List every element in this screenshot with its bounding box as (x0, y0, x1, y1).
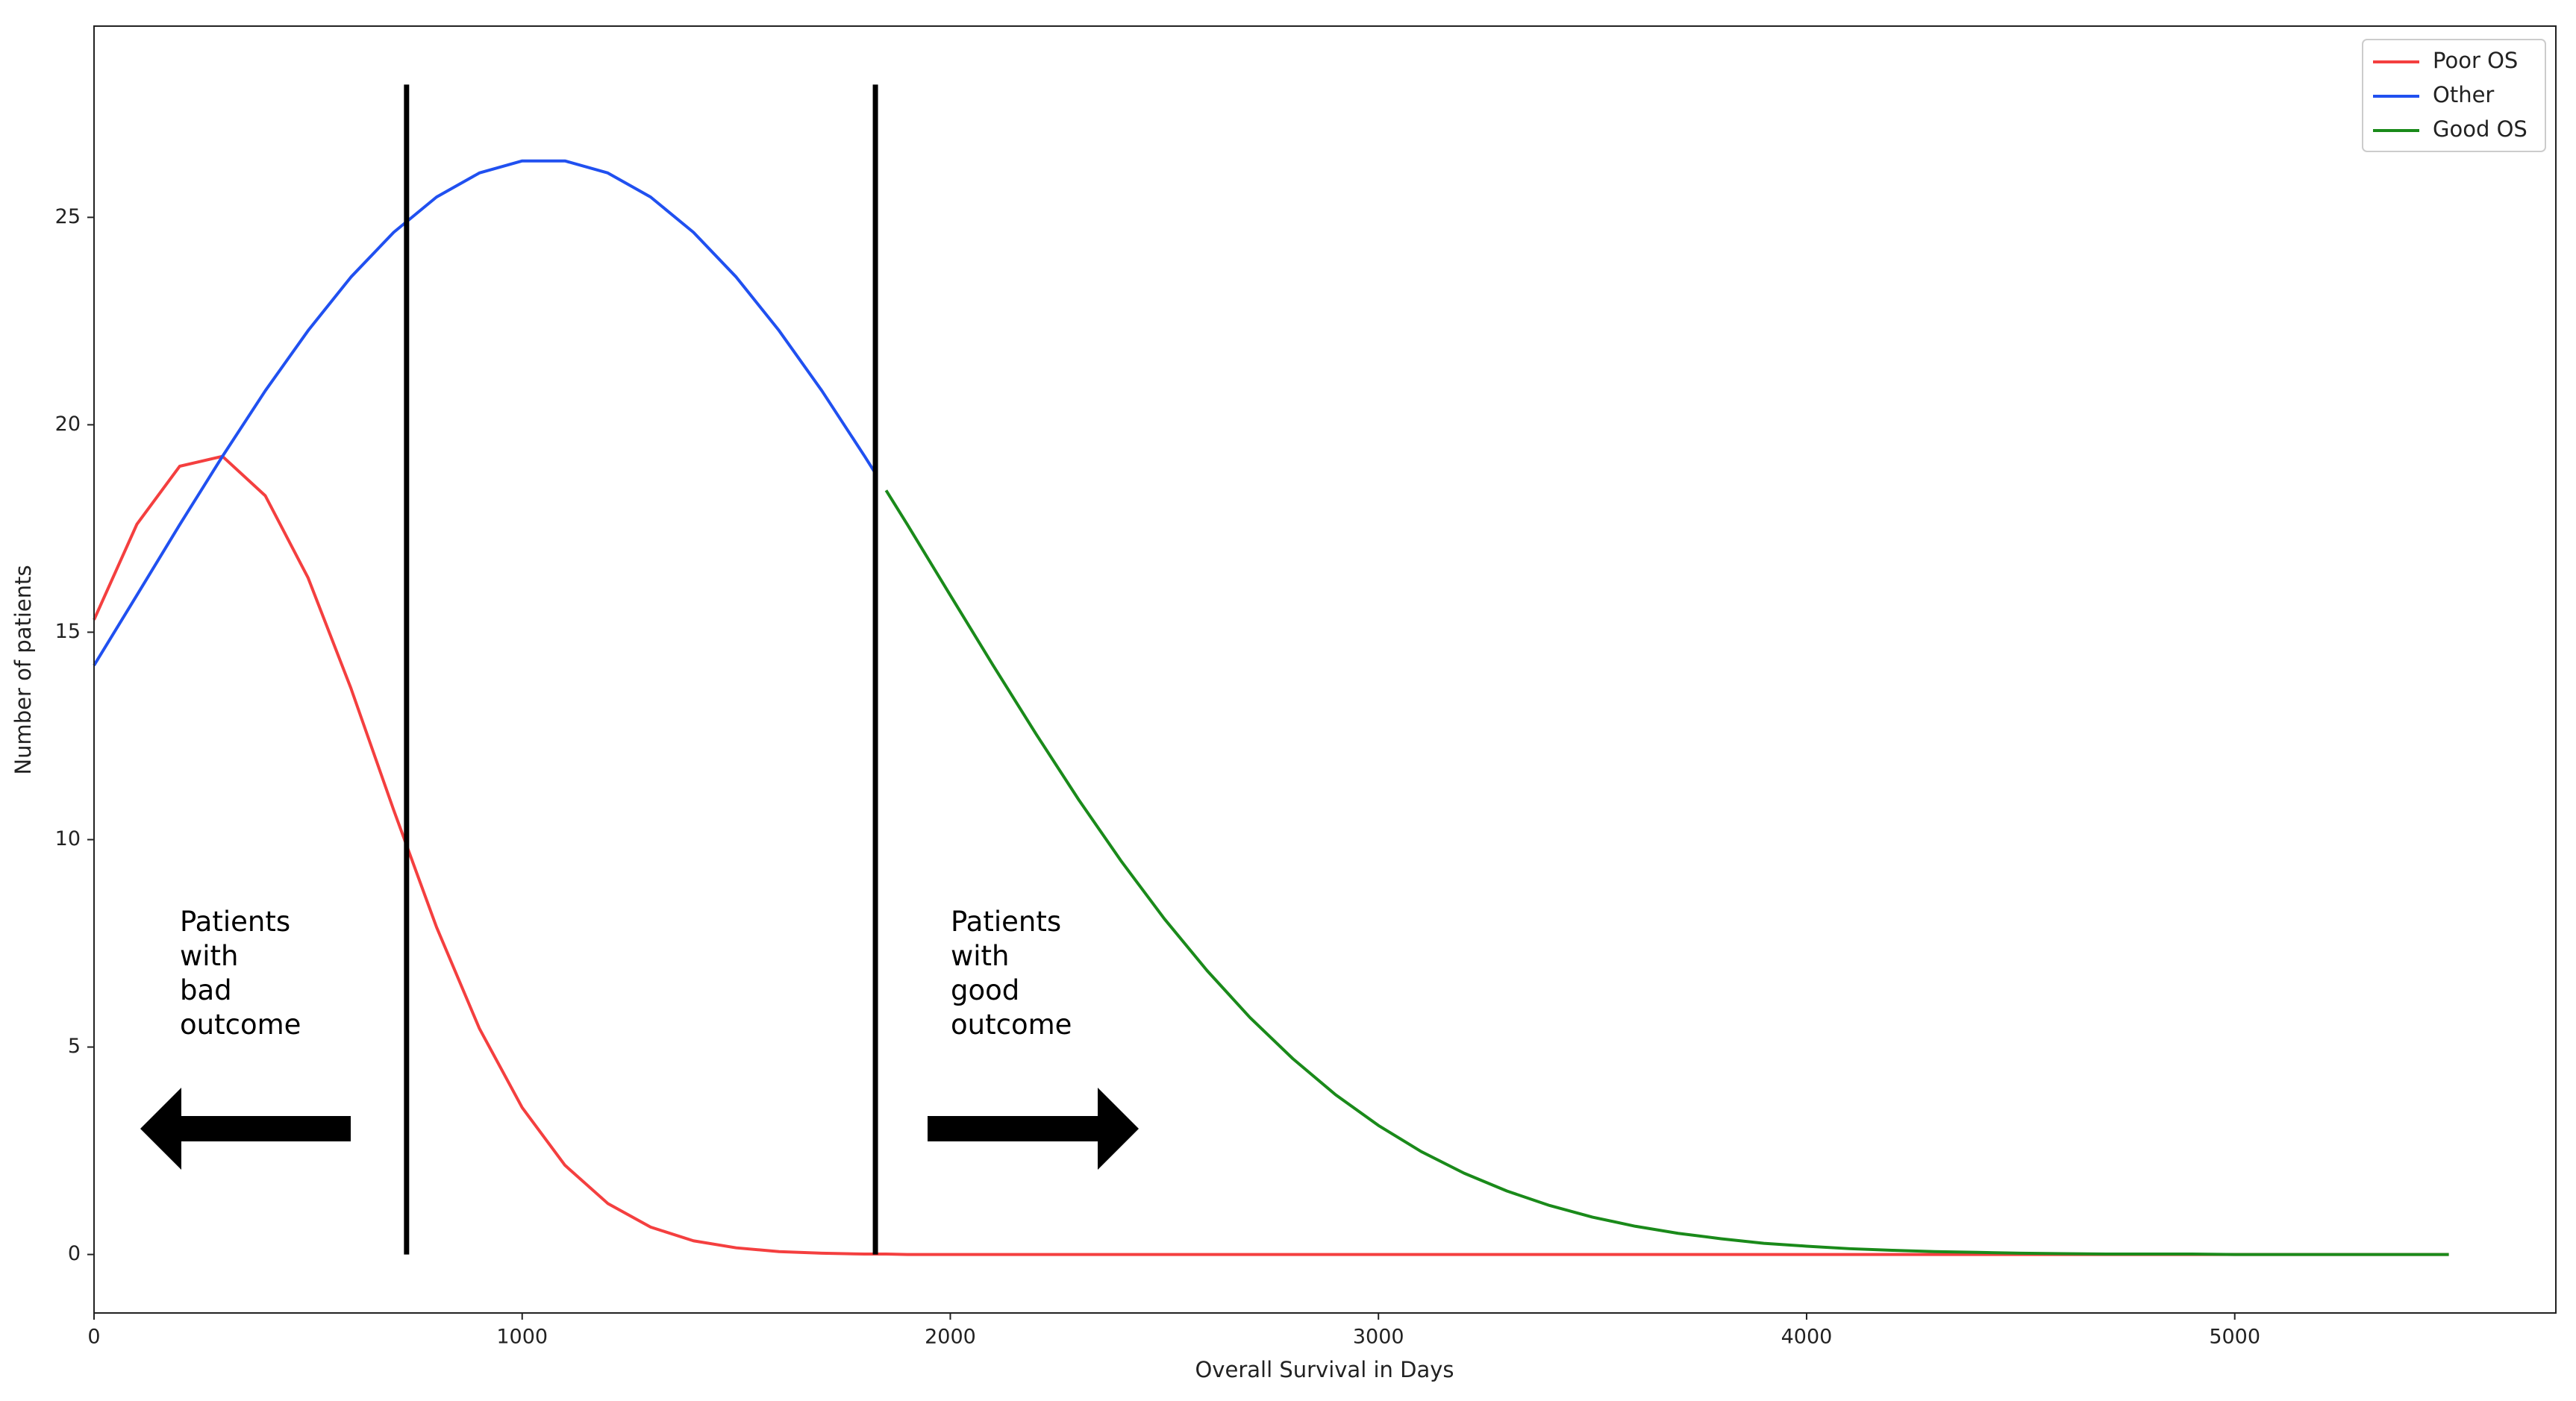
plot-frame (93, 25, 2557, 1314)
y-tick-label: 5 (68, 1035, 81, 1058)
annotation: Patients with good outcome (951, 906, 1072, 1041)
legend-box (2362, 39, 2546, 152)
annotation-line: outcome (951, 1009, 1072, 1041)
x-axis-label: Overall Survival in Days (1195, 1357, 1454, 1382)
x-tick-label: 0 (87, 1326, 100, 1349)
y-tick-label: 15 (55, 620, 81, 643)
y-tick-label: 0 (68, 1242, 81, 1265)
x-tick-label: 4000 (1781, 1326, 1833, 1349)
left-arrow (140, 1088, 351, 1170)
line-series (93, 159, 877, 666)
legend-label: Good OS (2433, 116, 2527, 142)
right-arrow (928, 1088, 1139, 1170)
annotation-line: with (951, 940, 1010, 972)
annotation-line: bad (180, 974, 232, 1006)
line-series (93, 454, 2449, 1256)
legend-label: Poor OS (2433, 48, 2518, 73)
annotation-line: Patients (951, 906, 1061, 938)
x-tick-label: 1000 (496, 1326, 548, 1349)
annotation: Patients with bad outcome (180, 906, 301, 1041)
y-tick-label: 10 (55, 827, 81, 850)
line-series (884, 489, 2449, 1256)
y-tick-label: 25 (55, 205, 81, 228)
legend-label: Other (2433, 82, 2494, 107)
annotation-line: outcome (180, 1009, 301, 1041)
y-axis-label: Number of patients (10, 565, 36, 774)
x-tick-label: 2000 (925, 1326, 976, 1349)
x-tick-label: 5000 (2209, 1326, 2260, 1349)
y-tick-label: 20 (55, 413, 81, 436)
annotation-line: good (951, 974, 1019, 1006)
annotation-line: Patients (180, 906, 290, 938)
x-tick-label: 3000 (1353, 1326, 1404, 1349)
annotation-line: with (180, 940, 239, 972)
